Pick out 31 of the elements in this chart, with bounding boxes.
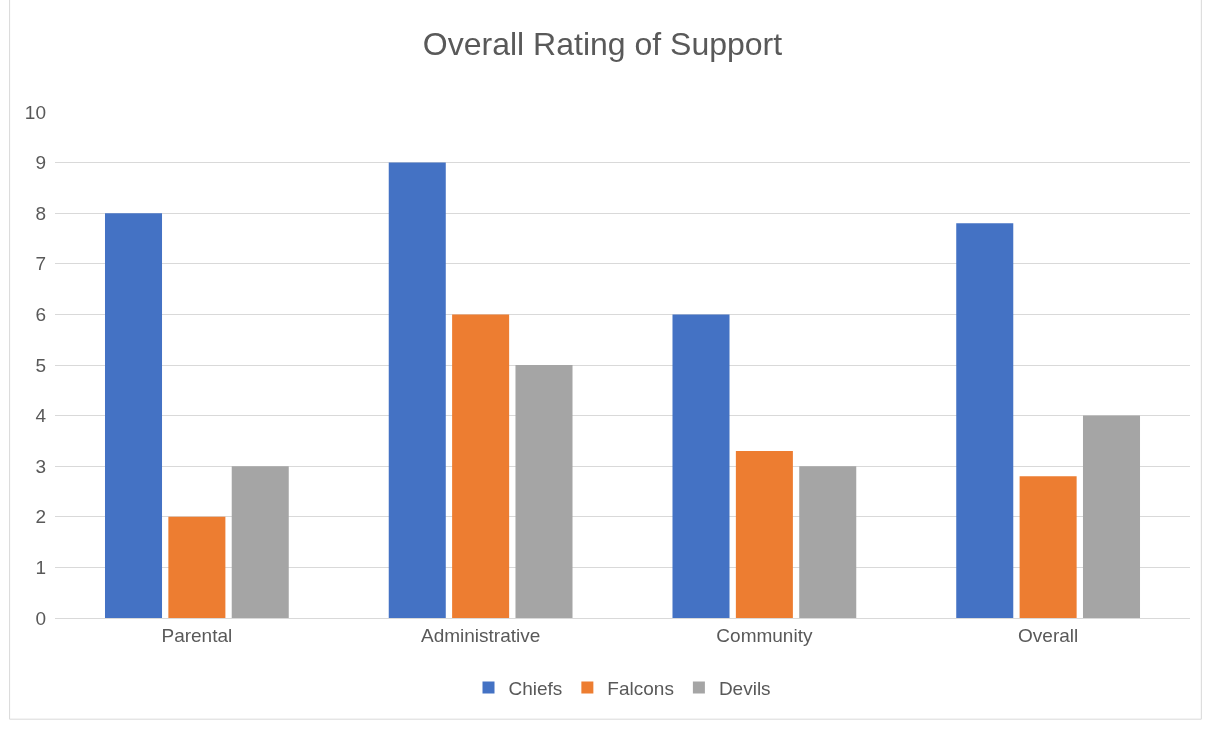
- y-tick-label: 7: [35, 253, 46, 275]
- bar: [956, 223, 1014, 618]
- x-tick-label: Parental: [161, 624, 233, 646]
- y-tick-label: 8: [35, 202, 46, 224]
- x-tick-label: Administrative: [420, 624, 541, 646]
- bar: [1082, 415, 1141, 618]
- bar: [1019, 476, 1077, 618]
- bar: [672, 314, 730, 618]
- bar: [231, 466, 289, 618]
- bar: [388, 162, 446, 618]
- bar: [452, 314, 510, 618]
- y-tick-label: 6: [35, 304, 46, 326]
- bar: [799, 466, 857, 618]
- bar: [104, 213, 163, 618]
- y-tick-label: 4: [35, 405, 47, 427]
- y-tick-label: 2: [35, 506, 46, 528]
- x-tick-label: Overall: [1018, 624, 1079, 646]
- y-tick-label: 0: [35, 607, 46, 629]
- bar: [735, 451, 793, 618]
- y-tick-label: 9: [35, 152, 46, 174]
- y-tick-label: 10: [24, 101, 46, 123]
- y-tick-label: 5: [35, 354, 46, 376]
- legend-label: Chiefs: [508, 677, 563, 699]
- bar: [168, 516, 226, 618]
- x-tick-label: Community: [716, 624, 813, 646]
- legend-label: Devils: [718, 677, 771, 699]
- legend-label: Falcons: [607, 677, 674, 699]
- chart-title: Overall Rating of Support: [422, 26, 783, 63]
- bar: [515, 365, 573, 618]
- y-tick-label: 1: [35, 557, 46, 579]
- y-tick-label: 3: [35, 455, 46, 477]
